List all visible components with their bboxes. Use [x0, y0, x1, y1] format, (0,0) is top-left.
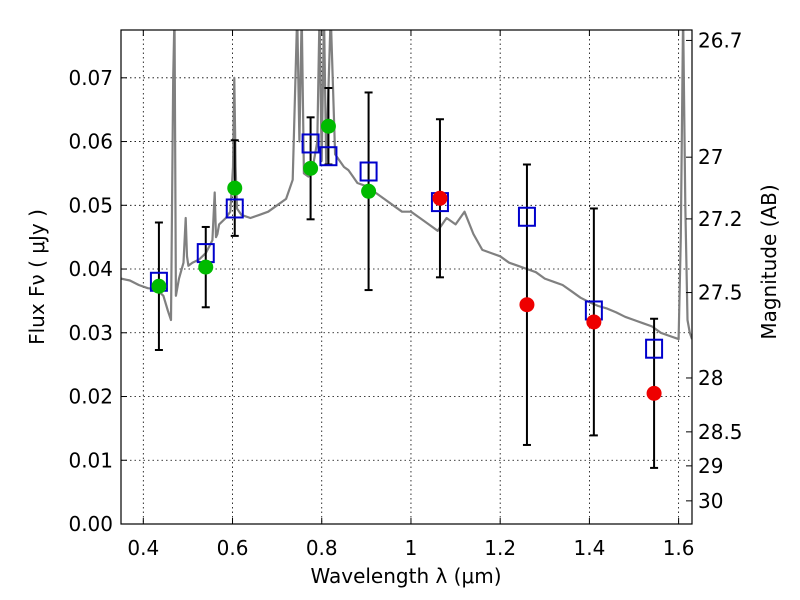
model-photometry-marker: [645, 338, 664, 359]
y-axis-label: Flux Fν ( μJy ): [25, 209, 49, 345]
measurement-point: [432, 190, 448, 206]
mag-tick-label: 27.2: [698, 207, 743, 231]
mag-tick-label: 26.7: [698, 28, 743, 52]
mag-tick-label: 28: [698, 366, 723, 390]
y-tick-label: 0.06: [68, 130, 113, 154]
y-tick-label: 0.02: [68, 385, 113, 409]
y-tick-label: 0.00: [68, 512, 113, 536]
x-axis-label: Wavelength λ (μm): [310, 564, 501, 588]
measurement-point: [361, 183, 377, 199]
measurement-point: [303, 160, 319, 176]
y-tick-label: 0.07: [68, 66, 113, 90]
x-tick-label: 0.4: [127, 536, 159, 560]
y2-axis-label: Magnitude (AB): [757, 184, 781, 339]
y-tick-label: 0.03: [68, 321, 113, 345]
plot-frame: [120, 29, 693, 525]
x-tick-label: 1: [405, 536, 418, 560]
mag-tick-label: 28.5: [698, 420, 743, 444]
y-tick-label: 0.01: [68, 448, 113, 472]
x-tick-label: 1.2: [484, 536, 516, 560]
model-photometry-marker: [359, 161, 378, 182]
measurement-point: [151, 278, 167, 294]
model-photometry-marker: [225, 198, 244, 219]
measurement-point: [519, 297, 535, 313]
errorbar-layer: [154, 87, 659, 469]
marker-layer: [149, 118, 664, 401]
measurement-point: [320, 118, 336, 134]
measurement-point: [227, 180, 243, 196]
model-photometry-marker: [319, 146, 338, 167]
tick-layer: 0.4 0.6 0.8 1 1.2 1.4 1.6 0.00 0.01 0.02 0.03 0.04 0…: [68, 28, 742, 560]
x-tick-label: 0.8: [306, 536, 338, 560]
measurement-point: [646, 385, 662, 401]
x-tick-label: 1.4: [573, 536, 605, 560]
model-photometry-marker: [301, 133, 320, 154]
x-tick-label: 1.6: [663, 536, 695, 560]
y-tick-label: 0.05: [68, 193, 113, 217]
mag-tick-label: 27: [698, 145, 723, 169]
x-tick-label: 0.6: [217, 536, 249, 560]
model-photometry-marker: [517, 206, 536, 227]
mag-tick-label: 27.5: [698, 281, 743, 305]
measurement-point: [586, 314, 602, 330]
mag-tick-label: 30: [698, 489, 723, 513]
mag-tick-label: 29: [698, 454, 723, 478]
y-tick-label: 0.04: [68, 257, 113, 281]
measurement-point: [198, 259, 214, 275]
